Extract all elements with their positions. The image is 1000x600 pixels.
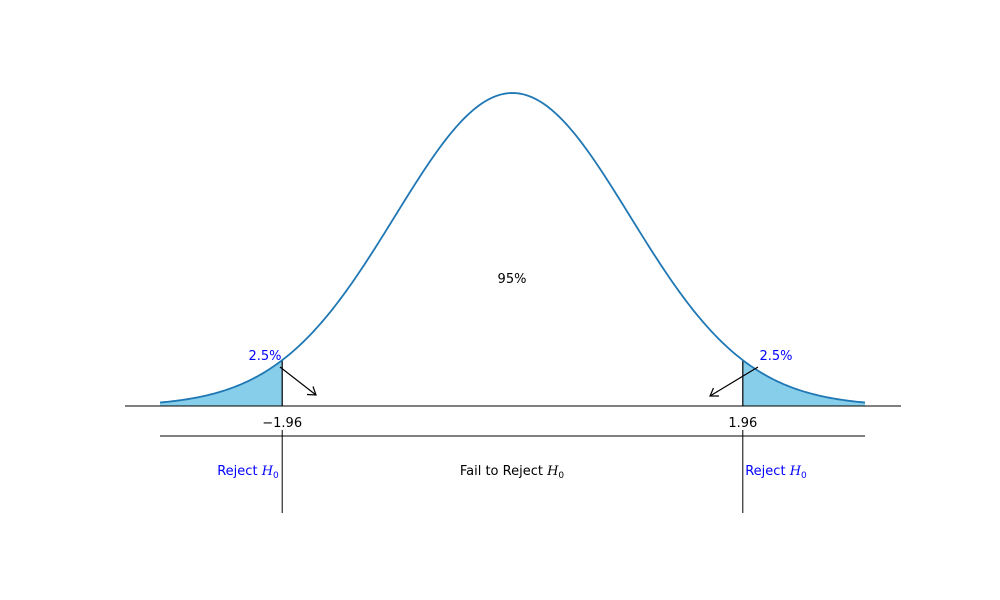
left-reject-region-label: Reject H0 bbox=[217, 464, 279, 481]
right-tail-percent-label: 2.5% bbox=[759, 349, 792, 364]
region-label-text: Reject bbox=[745, 464, 785, 479]
region-label-text: Fail to Reject bbox=[460, 464, 543, 479]
center-area-label: 95% bbox=[498, 272, 527, 287]
right-reject-region-label: Reject H0 bbox=[745, 464, 807, 481]
h-subscript: 0 bbox=[801, 471, 807, 481]
left-tail-percent-label: 2.5% bbox=[248, 349, 281, 364]
h-subscript: 0 bbox=[273, 471, 279, 481]
right-tail-arrow bbox=[709, 366, 759, 397]
h-symbol: H bbox=[261, 464, 274, 479]
fail-to-reject-region-label: Fail to Reject H0 bbox=[460, 464, 565, 481]
h-symbol: H bbox=[546, 464, 559, 479]
tick-label-left: −1.96 bbox=[262, 416, 302, 431]
tick-label-right: 1.96 bbox=[728, 416, 757, 431]
density-curve bbox=[159, 92, 866, 404]
left-tail-area bbox=[160, 360, 283, 406]
h-symbol: H bbox=[789, 464, 802, 479]
right-tail-area bbox=[742, 360, 865, 406]
region-label-text: Reject bbox=[217, 464, 257, 479]
h-subscript: 0 bbox=[558, 471, 564, 481]
left-tail-arrow bbox=[279, 366, 317, 396]
